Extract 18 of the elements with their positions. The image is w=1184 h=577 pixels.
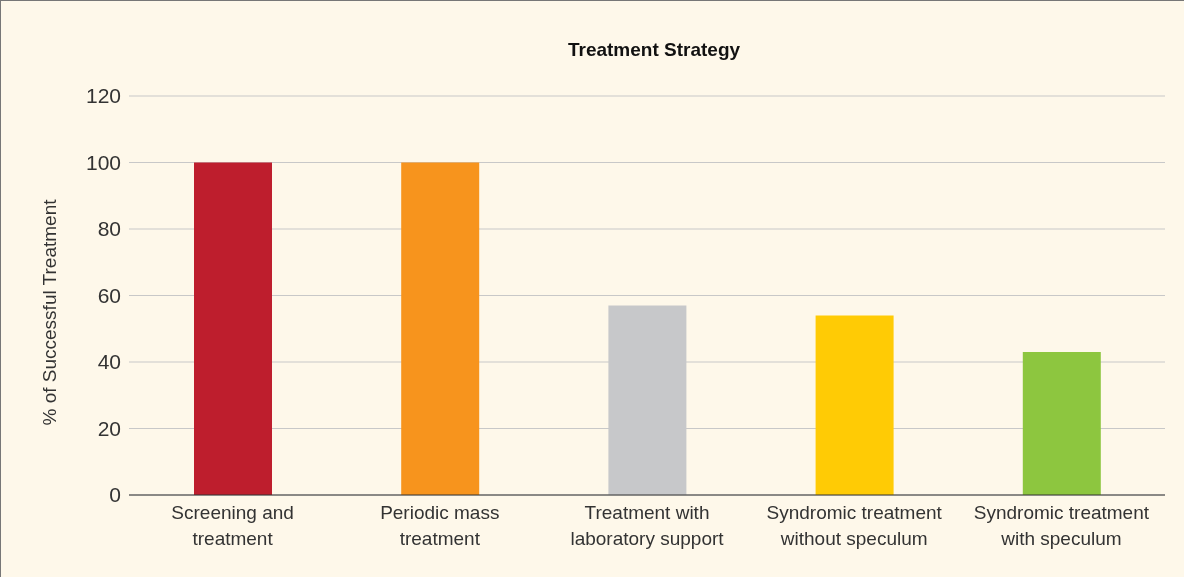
x-tick-label: Syndromic treatment with speculum [973, 502, 1150, 549]
bar [1022, 352, 1101, 495]
y-axis-title: % of Successful Treatment [38, 198, 60, 426]
x-tick-label: Screening and treatment [171, 502, 294, 549]
y-tick-label: 80 [97, 217, 121, 241]
bar [194, 162, 272, 495]
y-tick-label: 120 [85, 84, 121, 108]
bar [401, 162, 480, 495]
x-tick-label: Syndromic treatment without speculum [766, 502, 943, 549]
y-tick-label: 0 [109, 483, 121, 507]
y-tick-label: 20 [97, 416, 121, 440]
y-tick-label: 100 [85, 150, 121, 174]
bar [815, 315, 894, 495]
y-tick-label: 60 [97, 283, 121, 307]
x-tick-label: Treatment with laboratory support [570, 502, 725, 549]
chart-title: Treatment Strategy [566, 39, 742, 61]
x-tick-label: Periodic mass treatment [380, 502, 500, 549]
y-tick-label: 40 [97, 350, 121, 374]
